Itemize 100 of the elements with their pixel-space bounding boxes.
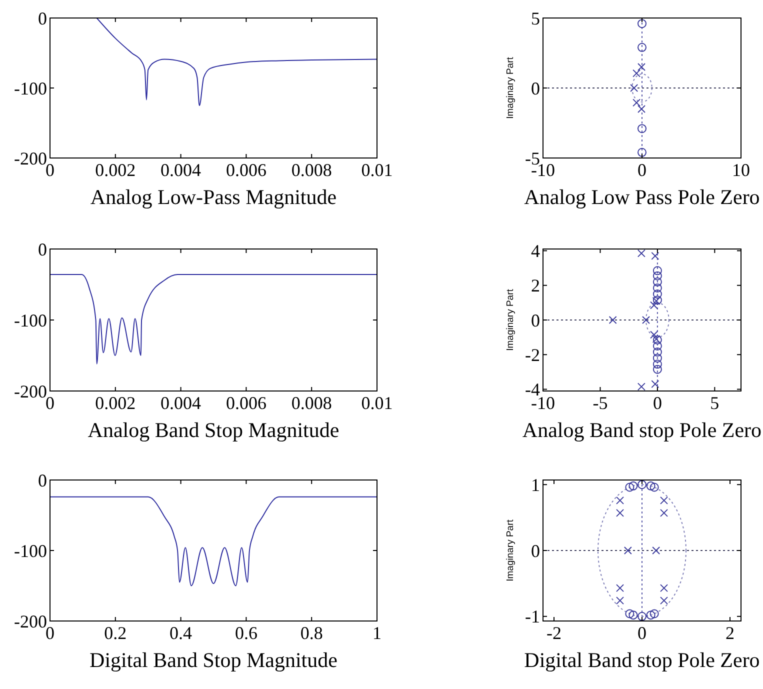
point xyxy=(625,609,634,618)
x-axis-title: Analog Low Pass Pole Zero xyxy=(524,185,760,209)
point xyxy=(638,63,646,71)
x-tick-label: 0.8 xyxy=(300,623,323,643)
y-tick-label: -100 xyxy=(14,78,47,98)
y-tick-label: 0 xyxy=(38,8,47,28)
x-axis-title: Digital Band stop Pole Zero xyxy=(524,648,760,672)
point xyxy=(632,69,641,78)
x-tick-label: 2 xyxy=(726,623,734,643)
point xyxy=(652,283,662,292)
point xyxy=(660,508,668,517)
x-tick-label: 0.008 xyxy=(291,393,332,413)
point xyxy=(638,148,646,157)
y-tick-label: -2 xyxy=(525,344,540,365)
point xyxy=(616,584,624,592)
point xyxy=(651,252,660,260)
y-tick-label: 2 xyxy=(531,276,540,296)
x-tick-label: 0.004 xyxy=(160,393,202,413)
x-tick-label: 0.6 xyxy=(234,623,258,643)
point xyxy=(642,316,650,324)
y-tick-label: -4 xyxy=(525,380,540,400)
y-tick-label: 5 xyxy=(531,8,540,28)
y-tick-label: -100 xyxy=(14,540,47,561)
y-tick-label: 0 xyxy=(531,540,540,561)
point xyxy=(624,546,632,554)
point xyxy=(628,481,638,490)
point xyxy=(638,124,646,134)
point xyxy=(638,19,646,28)
point xyxy=(638,480,646,490)
x-tick-label: 0.01 xyxy=(361,160,393,180)
point xyxy=(652,348,662,357)
point xyxy=(646,610,656,620)
point xyxy=(650,301,658,310)
point xyxy=(625,482,634,492)
y-tick-label: 1 xyxy=(531,474,540,495)
point xyxy=(637,382,646,391)
x-axis-title: Digital Band Stop Magnitude xyxy=(90,648,338,672)
y-tick-label: 0 xyxy=(38,470,47,490)
y-tick-label: 0 xyxy=(38,239,47,260)
point xyxy=(660,496,668,504)
y-tick-label: -100 xyxy=(14,310,47,330)
point xyxy=(650,330,658,339)
point xyxy=(638,42,646,52)
x-tick-label: 0 xyxy=(652,393,662,413)
point xyxy=(637,249,646,258)
y-tick-label: -200 xyxy=(14,381,47,402)
point xyxy=(652,266,662,276)
x-tick-label: 0.004 xyxy=(160,160,202,180)
point xyxy=(652,341,662,350)
line-series xyxy=(96,18,377,106)
x-tick-label: 0.002 xyxy=(95,160,136,180)
x-tick-label: 0 xyxy=(638,623,646,643)
point xyxy=(616,496,624,504)
x-axis-title: Analog Band stop Pole Zero xyxy=(522,418,762,442)
point xyxy=(646,481,656,490)
x-tick-label: 0.006 xyxy=(226,160,266,180)
y-tick-label: -1 xyxy=(525,606,540,627)
y-axis-title: Imaginary Part xyxy=(505,56,516,119)
point xyxy=(650,609,659,618)
point xyxy=(652,277,662,286)
x-tick-label: 0.006 xyxy=(226,393,266,413)
x-tick-label: -2 xyxy=(546,623,562,643)
point xyxy=(630,84,638,92)
point xyxy=(616,596,624,605)
y-tick-label: 0 xyxy=(531,78,540,98)
point xyxy=(608,316,617,324)
point xyxy=(628,610,638,620)
x-tick-label: 0 xyxy=(638,160,646,180)
line-series xyxy=(50,274,377,365)
y-tick-label: 4 xyxy=(531,241,540,262)
line-series xyxy=(50,496,377,586)
point xyxy=(638,105,646,113)
point xyxy=(652,290,662,299)
x-tick-label: 0.002 xyxy=(95,393,136,413)
y-axis-title: Imaginary Part xyxy=(505,519,516,582)
y-axis-title: Imaginary Part xyxy=(505,288,516,351)
point xyxy=(660,596,668,605)
point xyxy=(651,380,660,388)
x-axis-title: Analog Band Stop Magnitude xyxy=(88,418,340,442)
x-tick-label: 0.01 xyxy=(361,393,393,413)
point xyxy=(652,271,662,280)
y-tick-label: -200 xyxy=(14,148,47,168)
x-tick-label: 0.2 xyxy=(104,623,127,643)
x-tick-label: 5 xyxy=(710,393,720,413)
x-axis-title: Analog Low-Pass Magnitude xyxy=(90,185,337,209)
x-tick-label: 0.4 xyxy=(170,623,192,643)
point xyxy=(632,98,641,107)
point xyxy=(638,612,646,621)
point xyxy=(652,546,660,554)
x-tick-label: -5 xyxy=(592,393,608,413)
point xyxy=(650,482,659,492)
x-tick-label: 0.008 xyxy=(291,160,332,180)
point xyxy=(652,360,662,369)
point xyxy=(652,364,662,374)
y-tick-label: -200 xyxy=(14,611,47,632)
point xyxy=(652,354,662,363)
point xyxy=(660,584,668,592)
x-tick-label: 1 xyxy=(372,623,382,643)
point xyxy=(616,508,624,517)
y-tick-label: 0 xyxy=(531,310,540,330)
